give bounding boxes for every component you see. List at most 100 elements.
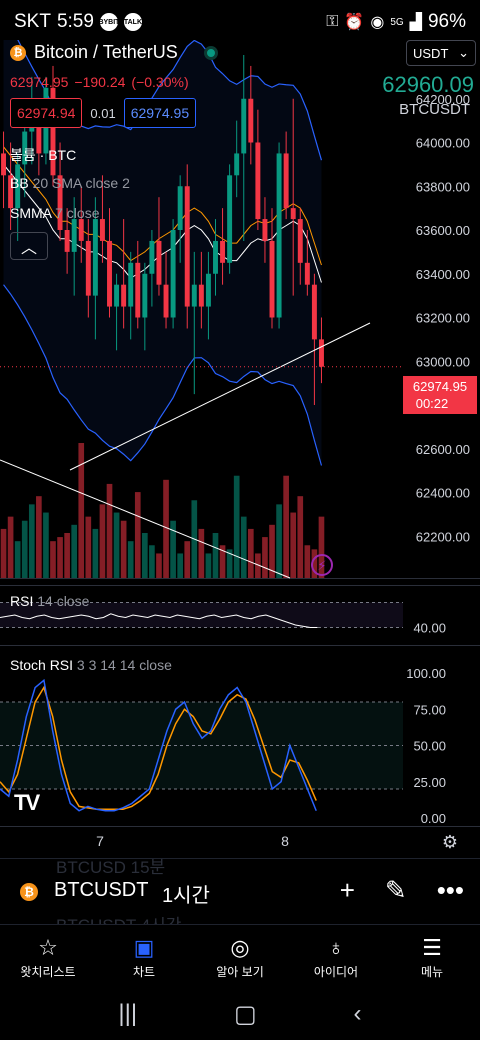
status-bar: SKT 5:59 BYBIT TALK ⚿ ⏰ ◉ 5G ▟ 96% [0, 0, 480, 42]
last-price: 62974.95 [10, 74, 69, 90]
price-tick-label: 62200.00 [416, 529, 470, 544]
symbol-bar: BTCUSD 15분 BTCUSDT 4시간 ₿ BTCUSDT 1시간 + ✎… [0, 858, 480, 935]
candle-body [311, 284, 317, 340]
price-tick-label: 64200.00 [416, 92, 470, 107]
nav-label: 차트 [132, 965, 156, 979]
draw-icon[interactable]: ✎ [384, 875, 407, 905]
home-icon[interactable]: ▢ [233, 1000, 257, 1028]
volume-bar [7, 516, 14, 578]
candle-body [22, 131, 28, 165]
bb-legend[interactable]: BB 20 SMA close 2 [10, 175, 130, 191]
buy-button[interactable]: 62974.95 [123, 98, 197, 128]
symbol-button[interactable]: BTCUSDT [54, 879, 149, 901]
rsi-line [0, 613, 318, 628]
trade-buttons: 62974.94 0.01 62974.95 [10, 98, 197, 128]
nav-label: 왓치리스트 [20, 965, 76, 979]
candle-body [1, 153, 7, 176]
alarm-icon: ⏰ [344, 14, 365, 31]
volume-bar [240, 516, 247, 578]
more-icon[interactable]: ••• [436, 875, 464, 905]
volume-bar [36, 496, 42, 578]
nav-menu[interactable]: ☰ 메뉴 [384, 925, 480, 988]
bb-lower-line [3, 284, 323, 466]
clock: 5:59 [56, 11, 94, 32]
nav-explore[interactable]: ◎ 알아 보기 [192, 925, 288, 988]
bottom-nav: ☆ 왓치리스트 ▣ 차트 ◎ 알아 보기 ♁ 아이디어 ☰ 메뉴 [0, 924, 480, 988]
volume-bar [28, 504, 35, 578]
volume-bar [212, 533, 219, 578]
volume-bar [318, 516, 325, 578]
volume-bar [106, 483, 113, 578]
rsi-tick-label: 40.00 [413, 621, 446, 636]
rsi-label[interactable]: RSI 14 close [10, 593, 90, 609]
price-pane [0, 40, 480, 579]
spread-value: 0.01 [90, 105, 116, 121]
stoch-rsi-label[interactable]: Stoch RSI 3 3 14 14 close [10, 657, 172, 673]
smma-params: 7 close [55, 205, 100, 221]
volume-bar [255, 553, 261, 578]
candle-body [304, 262, 310, 285]
settings-icon[interactable]: ⚙ [441, 832, 458, 852]
collapse-legend-button[interactable]: ︿ [10, 232, 48, 260]
sell-button[interactable]: 62974.94 [10, 98, 83, 128]
nav-watchlist[interactable]: ☆ 왓치리스트 [0, 925, 96, 988]
interval-button[interactable]: 1시간 [162, 885, 210, 907]
candle-body [57, 175, 63, 230]
chevron-down-icon: ⌄ [458, 45, 469, 60]
pane-divider [0, 826, 480, 827]
volume-bar [262, 537, 268, 578]
volume-bar [134, 492, 141, 578]
add-icon[interactable]: + [339, 875, 355, 905]
candle-body [71, 219, 77, 252]
talk-notification-icon: TALK [124, 13, 142, 31]
stoch-tick-label: 0.00 [421, 811, 446, 826]
volume-legend[interactable]: 볼륨 · BTC [10, 147, 77, 163]
candle-body [50, 87, 56, 176]
volume-bar [50, 541, 56, 578]
volume-bar [127, 541, 134, 578]
candle-body [276, 153, 282, 318]
price-tick-label: 63200.00 [416, 311, 470, 326]
replay-bolt-icon[interactable]: ⚡ [311, 554, 333, 576]
price-tick-label: 63800.00 [416, 179, 470, 194]
candle-body [177, 186, 183, 230]
candle-body [64, 230, 70, 252]
volume-bar [113, 512, 120, 578]
price-tick-label: 63000.00 [416, 354, 470, 369]
countdown-value: 00:22 [416, 396, 449, 411]
stoch-params: 3 3 14 14 close [77, 657, 172, 673]
candle-body [121, 284, 127, 307]
nav-ideas[interactable]: ♁ 아이디어 [288, 925, 384, 988]
nav-label: 알아 보기 [216, 965, 264, 979]
candle-body [234, 153, 240, 176]
pane-divider [0, 578, 480, 579]
bitcoin-coin-icon: ₿ [20, 883, 38, 901]
candle-body [128, 262, 134, 307]
volume-bar [226, 549, 233, 578]
nav-chart[interactable]: ▣ 차트 [96, 925, 192, 988]
volume-bar [311, 549, 318, 578]
back-icon[interactable]: ‹ [353, 1000, 362, 1027]
price-tick-label: 63400.00 [416, 267, 470, 282]
symbol-header[interactable]: ₿ Bitcoin / TetherUS [10, 42, 218, 63]
candle-body [297, 219, 303, 263]
bb-name: BB [10, 175, 29, 191]
rsi-band [0, 602, 403, 628]
bitcoin-coin-icon: ₿ [10, 44, 26, 61]
smma-legend[interactable]: SMMA 7 close [10, 205, 99, 221]
rsi-name: RSI [10, 593, 33, 609]
volume-bar [198, 528, 205, 578]
candle-body [135, 262, 141, 318]
recents-icon[interactable]: ||| [118, 1000, 138, 1027]
tradingview-logo-icon: TV [14, 790, 40, 815]
nav-label: 아이디어 [313, 965, 359, 979]
volume-bar [156, 553, 162, 578]
stoch-tick-label: 25.00 [413, 775, 446, 790]
android-nav-bar: ||| ▢ ‹ [0, 988, 480, 1040]
battery-level: 96% [427, 11, 466, 32]
volume-bar [64, 533, 70, 578]
currency-select[interactable]: USDT ⌄ [406, 40, 476, 66]
candle-body [107, 240, 112, 307]
candle-body [318, 339, 324, 367]
